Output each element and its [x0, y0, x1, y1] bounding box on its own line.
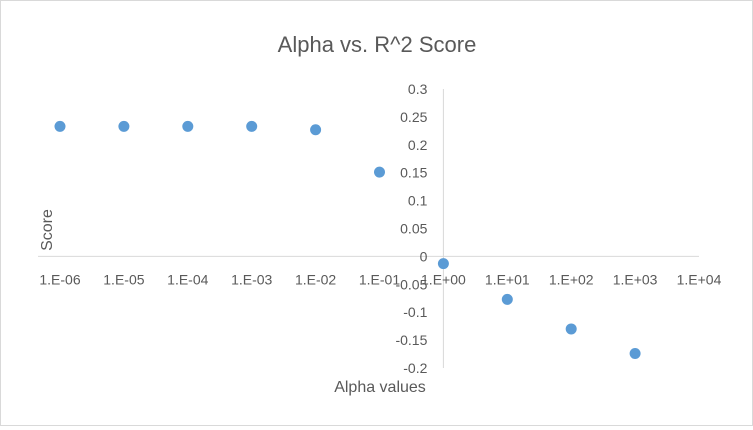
y-tick-label: 0.05	[400, 221, 427, 237]
data-point	[246, 120, 258, 132]
data-point	[374, 166, 385, 178]
y-tick-label: 0	[420, 248, 428, 264]
x-tick-labels: 1.E-06 1.E-05 1.E-04 1.E-03 1.E-02 1.E-01 1.E+…	[39, 271, 721, 287]
y-tick-label: 0.25	[400, 109, 427, 125]
x-tick-label: 1.E-02	[295, 271, 336, 287]
data-point	[54, 120, 66, 132]
data-point	[310, 124, 322, 136]
x-tick-label: 1.E+00	[421, 271, 466, 287]
x-tick-label: 1.E-05	[103, 271, 144, 287]
y-tick-labels: 0.3 0.25 0.2 0.15 0.1 0.05 0 -0.05 -0.1 -0.15 -0.2	[395, 81, 427, 376]
x-axis-title: Alpha values	[334, 379, 426, 396]
y-tick-label: 0.15	[400, 165, 427, 181]
x-tick-label: 1.E+03	[613, 271, 658, 287]
y-tick-label: -0.1	[403, 304, 427, 320]
y-tick-label: -0.05	[395, 276, 427, 292]
data-point	[437, 258, 449, 270]
y-tick-label: 0.3	[408, 81, 428, 97]
axes	[38, 89, 699, 368]
data-point	[118, 120, 130, 132]
x-tick-label: 1.E-04	[167, 271, 208, 287]
data-points	[54, 120, 641, 359]
y-tick-label: -0.2	[403, 360, 427, 376]
y-tick-label: 0.1	[408, 193, 428, 209]
x-tick-label: 1.E+01	[485, 271, 530, 287]
data-point	[182, 120, 194, 132]
y-tick-label: -0.15	[395, 332, 427, 348]
y-axis-title: Score	[39, 209, 56, 251]
x-tick-label: 1.E-01	[359, 271, 400, 287]
x-tick-label: 1.E+02	[549, 271, 594, 287]
x-tick-label: 1.E-03	[231, 271, 272, 287]
data-point	[501, 293, 513, 305]
data-point	[629, 347, 641, 359]
chart-title: Alpha vs. R^2 Score	[278, 32, 477, 57]
y-tick-label: 0.2	[408, 137, 428, 153]
data-point	[565, 323, 577, 335]
x-tick-label: 1.E+04	[677, 271, 722, 287]
x-tick-label: 1.E-06	[39, 271, 80, 287]
